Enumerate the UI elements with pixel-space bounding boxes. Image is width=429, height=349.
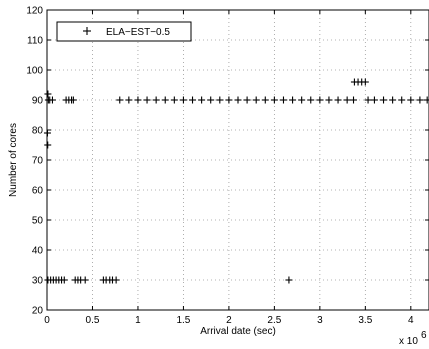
x-tick-label: 2 [226, 315, 232, 326]
data-point [261, 96, 269, 104]
x-tick-label: 2.5 [267, 315, 281, 326]
grid [47, 10, 429, 310]
y-tick-label: 40 [32, 246, 44, 257]
x-tick-label: 1.5 [176, 315, 190, 326]
data-point [44, 90, 52, 98]
data-point [143, 96, 151, 104]
x-tick-label: 3 [317, 315, 323, 326]
y-tick-label: 110 [27, 36, 43, 47]
data-point [289, 96, 297, 104]
y-tick-label: 30 [32, 276, 44, 287]
x-axis-title: Arrival date (sec) [200, 326, 276, 337]
data-point [350, 96, 358, 104]
data-point [189, 96, 197, 104]
x-tick-label: 0 [44, 315, 50, 326]
data-point [307, 96, 315, 104]
data-point [364, 96, 372, 104]
data-point [198, 96, 206, 104]
y-tick-labels: 20 30 40 50 60 70 80 90 100 110 120 [26, 6, 43, 317]
data-markers [43, 78, 429, 284]
data-point [134, 96, 142, 104]
data-point [279, 96, 287, 104]
y-tick-label: 90 [32, 96, 44, 107]
data-point [380, 96, 388, 104]
data-point [43, 129, 51, 137]
legend-box [56, 21, 192, 42]
x-tick-labels: 0 0.5 1 1.5 2 2.5 3 3.5 4 [44, 315, 414, 326]
data-point [48, 96, 56, 104]
data-point [225, 96, 233, 104]
legend-marker [83, 27, 91, 35]
data-point [334, 96, 342, 104]
x-axis-multiplier-base: x 10 [399, 336, 418, 347]
data-point [243, 96, 251, 104]
data-point [60, 276, 68, 284]
y-tick-label: 120 [26, 6, 43, 17]
x-tick-label: 3.5 [358, 315, 372, 326]
y-tick-label: 100 [26, 66, 43, 77]
data-point [152, 96, 160, 104]
data-point [416, 96, 424, 104]
data-point [44, 141, 52, 149]
y-axis-title: Number of cores [8, 123, 19, 197]
y-tick-label: 20 [32, 306, 44, 317]
data-point [325, 96, 333, 104]
data-point [423, 96, 429, 104]
x-axis-multiplier: x 10 6 [399, 330, 427, 347]
data-point [179, 96, 187, 104]
data-point [207, 96, 215, 104]
data-point [361, 78, 369, 86]
axis-ticks [46, 9, 429, 311]
x-tick-label: 1 [135, 315, 141, 326]
data-point [343, 96, 351, 104]
y-tick-label: 60 [32, 186, 44, 197]
y-tick-label: 50 [32, 216, 44, 227]
data-point [398, 96, 406, 104]
data-point [69, 96, 77, 104]
data-point [316, 96, 324, 104]
legend-label: ELA−EST−0.5 [106, 27, 170, 38]
data-point [298, 96, 306, 104]
legend: ELA−EST−0.5 [56, 21, 192, 42]
data-point [116, 96, 124, 104]
data-point [389, 96, 397, 104]
data-point [81, 276, 89, 284]
x-tick-label: 4 [408, 315, 414, 326]
data-point [112, 276, 120, 284]
y-tick-label: 70 [32, 156, 44, 167]
data-point [216, 96, 224, 104]
data-point [161, 96, 169, 104]
data-point [370, 96, 378, 104]
data-point [407, 96, 415, 104]
data-point [252, 96, 260, 104]
x-axis-multiplier-exponent: 6 [421, 330, 427, 341]
data-point [125, 96, 133, 104]
data-point [285, 276, 293, 284]
data-point [234, 96, 242, 104]
y-tick-label: 80 [32, 126, 44, 137]
x-tick-label: 0.5 [86, 315, 100, 326]
data-point [270, 96, 278, 104]
data-point [170, 96, 178, 104]
